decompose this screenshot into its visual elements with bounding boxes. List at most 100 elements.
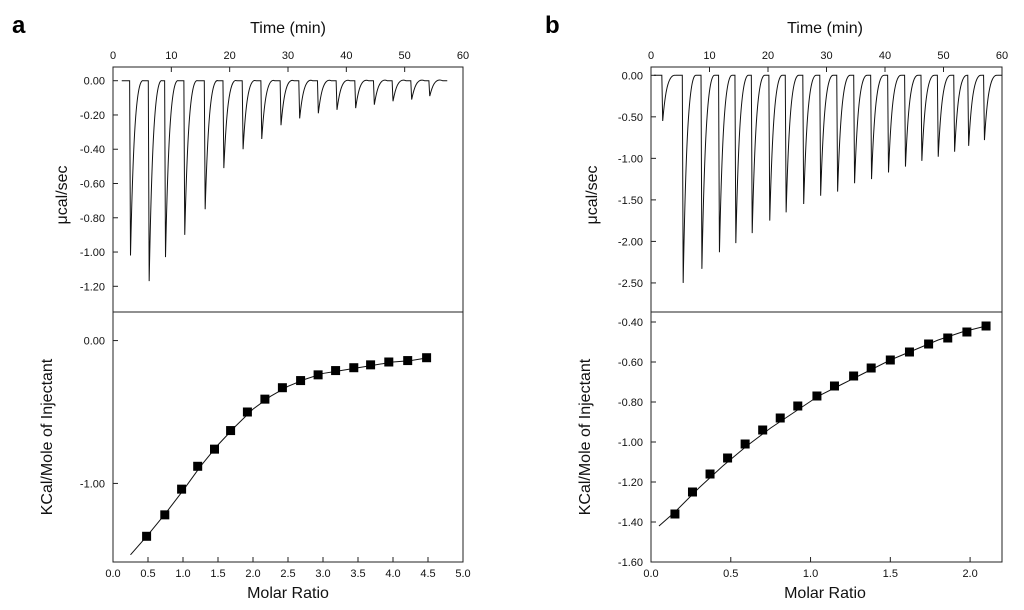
panel-a: a Time (min) 0 10 20 30 40 50 60 0.00 -0.20 -0.40… bbox=[12, 12, 471, 602]
a-data-point bbox=[422, 353, 432, 363]
panel-a-label: a bbox=[12, 12, 26, 39]
a-top-ytick-label: -0.40 bbox=[80, 144, 105, 156]
a-data-point bbox=[210, 444, 219, 454]
a-bottom-xtick-label: 3.0 bbox=[315, 568, 330, 580]
b-data-point bbox=[723, 453, 733, 463]
b-data-point bbox=[829, 381, 839, 391]
panel-a-top-plot: 0 10 20 30 40 50 60 0.00 -0.20 -0.40 -0.60 -0.80 -1.… bbox=[80, 50, 469, 313]
a-data-point bbox=[366, 360, 376, 370]
panel-a-bottom-plot: 0.0 0.5 1.0 1.5 2.0 2.5 3.0 3.5 4.0 4.5 5.0 0.00 -1.… bbox=[80, 311, 471, 580]
panel-a-bottom-ylabel: KCal/Mole of Injectant bbox=[39, 358, 56, 515]
b-bottom-ytick-label: -0.60 bbox=[618, 357, 643, 369]
b-bottom-frame bbox=[650, 311, 1003, 563]
b-data-point bbox=[793, 401, 803, 411]
b-top-ytick-label: -2.50 bbox=[618, 278, 643, 290]
panel-b-bottom-ylabel: KCal/Mole of Injectant bbox=[577, 358, 594, 515]
panel-b: b Time (min) 0 10 20 30 40 50 60 0.00 -0.50 -1.00… bbox=[545, 12, 1008, 602]
panel-b-bottom-xlabel: Molar Ratio bbox=[784, 585, 866, 602]
a-bottom-ytick-label: -1.00 bbox=[80, 478, 105, 490]
b-top-ytick-label: -0.50 bbox=[618, 112, 643, 124]
b-data-point bbox=[885, 355, 895, 365]
a-data-point bbox=[142, 531, 152, 541]
b-bottom-xtick-label: 2.0 bbox=[962, 568, 977, 580]
a-top-xtick-label: 10 bbox=[165, 50, 177, 62]
a-top-ytick-label: -0.60 bbox=[80, 179, 105, 191]
a-top-ytick-label: 0.00 bbox=[84, 76, 105, 88]
a-data-point bbox=[403, 356, 413, 366]
a-bottom-ytick-label: 0.00 bbox=[84, 336, 105, 348]
b-top-xtick-label: 40 bbox=[879, 50, 891, 62]
a-top-xtick-label: 60 bbox=[457, 50, 469, 62]
a-data-point bbox=[242, 407, 252, 417]
b-data-point bbox=[775, 413, 785, 423]
a-top-xtick-label: 40 bbox=[340, 50, 352, 62]
b-data-point bbox=[866, 363, 876, 373]
a-data-point bbox=[384, 357, 394, 367]
panel-b-bottom-plot: 0.0 0.5 1.0 1.5 2.0 -0.40 -0.60 -0.80 -1.00 -1.20… bbox=[618, 311, 1003, 580]
a-data-point bbox=[331, 366, 341, 376]
b-bottom-ytick-label: -0.80 bbox=[618, 397, 643, 409]
b-bottom-ytick-label: -1.60 bbox=[618, 557, 643, 569]
a-data-point bbox=[177, 484, 187, 494]
a-top-ytick-label: -1.20 bbox=[80, 281, 105, 293]
b-data-point bbox=[962, 327, 972, 337]
a-bottom-xtick-label: 4.5 bbox=[420, 568, 435, 580]
b-bottom-xtick-label: 0.5 bbox=[723, 568, 738, 580]
b-data-point bbox=[849, 371, 859, 381]
panel-b-top-xlabel: Time (min) bbox=[787, 20, 863, 37]
b-bottom-ytick-label: -1.00 bbox=[618, 437, 643, 449]
b-data-point bbox=[943, 333, 953, 343]
a-bottom-xtick-label: 1.0 bbox=[175, 568, 190, 580]
b-bottom-ytick-label: -1.20 bbox=[618, 477, 643, 489]
a-data-point bbox=[160, 510, 170, 520]
b-bottom-ytick-label: -0.40 bbox=[618, 317, 643, 329]
a-data-point bbox=[296, 376, 306, 386]
a-top-xtick-label: 30 bbox=[282, 50, 294, 62]
b-thermogram-line bbox=[653, 74, 1002, 283]
b-top-ytick-label: -1.50 bbox=[618, 195, 643, 207]
a-top-ytick-label: -1.00 bbox=[80, 247, 105, 259]
a-bottom-xtick-label: 0.0 bbox=[105, 568, 120, 580]
b-bottom-xtick-label: 0.0 bbox=[643, 568, 658, 580]
b-top-xtick-label: 10 bbox=[703, 50, 715, 62]
panel-a-bottom-xlabel: Molar Ratio bbox=[247, 585, 329, 602]
a-data-point bbox=[193, 461, 203, 471]
b-top-xtick-label: 0 bbox=[648, 50, 654, 62]
b-top-xtick-label: 50 bbox=[937, 50, 949, 62]
a-top-xtick-label: 50 bbox=[399, 50, 411, 62]
a-bottom-xtick-label: 4.0 bbox=[385, 568, 400, 580]
b-data-point bbox=[670, 509, 680, 519]
b-top-xtick-label: 60 bbox=[996, 50, 1008, 62]
b-data-point bbox=[705, 469, 715, 479]
b-top-ytick-label: -2.00 bbox=[618, 236, 643, 248]
b-top-ytick-label: -1.00 bbox=[618, 153, 643, 165]
panel-b-label: b bbox=[545, 12, 560, 39]
a-data-point bbox=[349, 363, 359, 373]
b-data-point bbox=[904, 347, 914, 357]
panel-a-top-ylabel: μcal/sec bbox=[54, 165, 71, 224]
b-data-point bbox=[924, 339, 934, 349]
b-bottom-ytick-label: -1.40 bbox=[618, 517, 643, 529]
b-top-ytick-label: 0.00 bbox=[622, 70, 643, 82]
panel-a-top-xlabel: Time (min) bbox=[250, 20, 326, 37]
b-bottom-xtick-label: 1.0 bbox=[803, 568, 818, 580]
b-bottom-xtick-label: 1.5 bbox=[883, 568, 898, 580]
a-data-point bbox=[226, 426, 236, 436]
b-data-point bbox=[812, 391, 822, 401]
a-bottom-xtick-label: 2.5 bbox=[280, 568, 295, 580]
b-top-xtick-label: 20 bbox=[762, 50, 774, 62]
b-top-xtick-label: 30 bbox=[820, 50, 832, 62]
b-data-point bbox=[981, 321, 991, 331]
panel-b-top-ylabel: μcal/sec bbox=[584, 165, 601, 224]
a-bottom-xtick-label: 5.0 bbox=[455, 568, 470, 580]
a-bottom-frame bbox=[112, 311, 464, 563]
a-bottom-xtick-label: 2.0 bbox=[245, 568, 260, 580]
a-bottom-xtick-label: 0.5 bbox=[140, 568, 155, 580]
b-data-point bbox=[687, 487, 697, 497]
a-bottom-xtick-label: 3.5 bbox=[350, 568, 365, 580]
a-top-ytick-label: -0.20 bbox=[80, 110, 105, 122]
a-thermogram-line bbox=[121, 79, 448, 282]
b-data-point bbox=[758, 425, 768, 435]
panel-b-top-plot: 0 10 20 30 40 50 60 0.00 -0.50 -1.00 -1.50 -2.00 -2.… bbox=[618, 50, 1008, 313]
